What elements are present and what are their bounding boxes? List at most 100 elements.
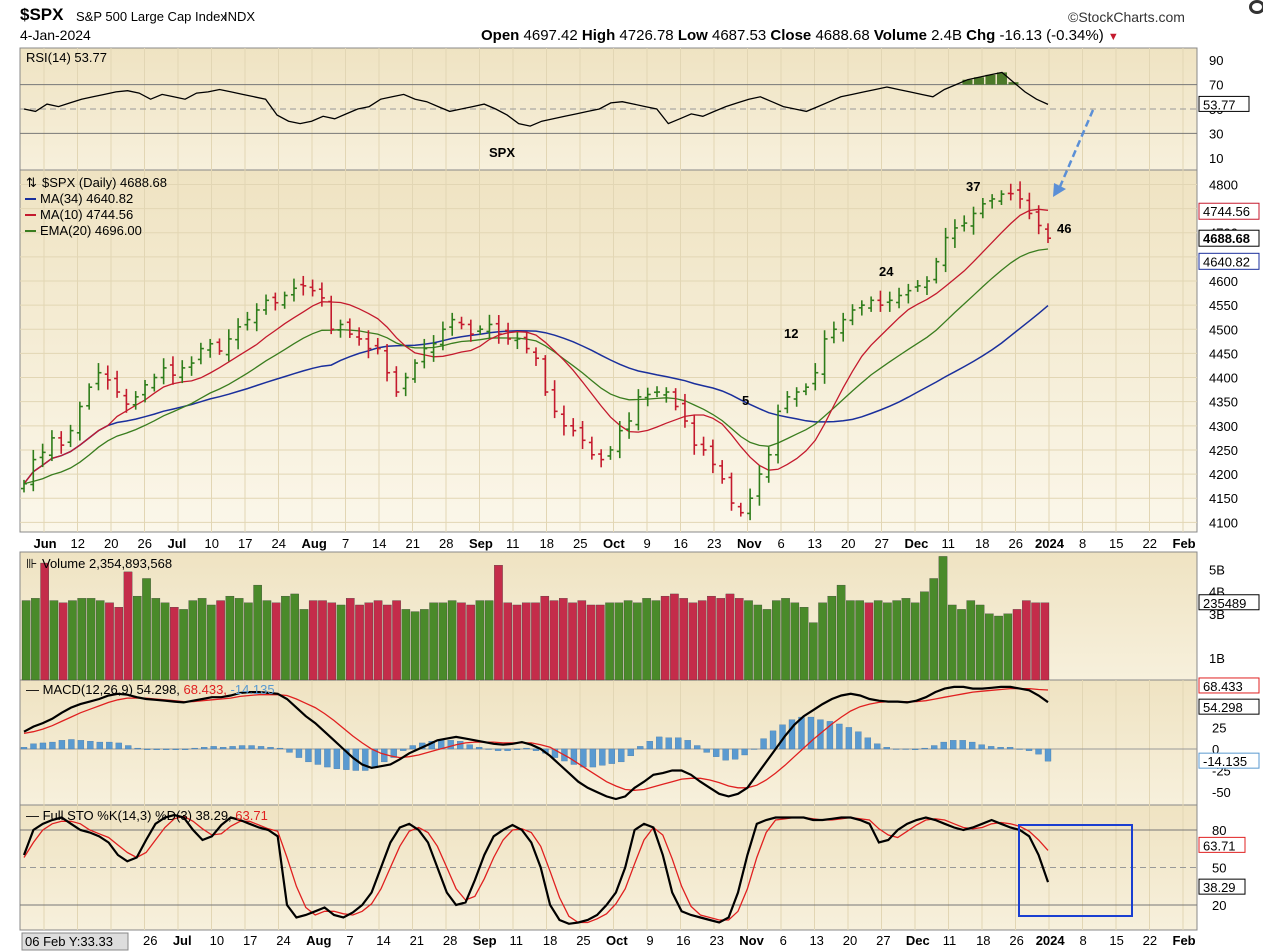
macd-hist-bar <box>750 748 758 750</box>
volume-bar <box>438 602 448 681</box>
volume-bar <box>132 595 142 681</box>
volume-bar <box>318 600 327 681</box>
macd-hist-bar <box>295 748 303 758</box>
macd-hist-bar <box>665 737 672 750</box>
volume-bar <box>216 600 225 681</box>
price-y-tick: 4550 <box>1209 298 1238 313</box>
volume-bar <box>660 595 670 681</box>
volume-bar <box>253 584 262 681</box>
rsi-y-tick: 10 <box>1209 151 1223 166</box>
volume-bar <box>1003 613 1013 681</box>
volume-bar <box>373 600 383 681</box>
macd-hist-bar <box>125 745 132 750</box>
bottom-x-tick-Dec: Dec <box>906 933 930 948</box>
volume-bar <box>873 600 883 681</box>
volume-last-box <box>1198 594 1260 611</box>
macd-hist-bar <box>30 743 37 750</box>
high-value: 4726.78 <box>619 27 674 44</box>
bottom-x-tick-11: 11 <box>510 933 524 948</box>
macd-hist-bar <box>826 721 834 750</box>
volume-bar <box>559 598 568 681</box>
macd-hist-bar <box>712 748 720 757</box>
brand-logo: ©StockCharts.com <box>1068 9 1185 25</box>
macd-line <box>23 685 1049 801</box>
macd-hist-bar <box>656 736 663 750</box>
volume-bar <box>68 600 77 681</box>
macd-hist-bar <box>144 748 151 750</box>
macd-hist-bar <box>798 716 805 750</box>
sto-side-box <box>1198 878 1246 895</box>
volume-bar <box>790 602 800 681</box>
volume-bar <box>864 602 874 681</box>
volume-bar <box>938 556 948 681</box>
volume-bar <box>392 600 401 681</box>
macd-hist-bar <box>314 748 322 765</box>
macd-hist-bar <box>456 741 464 750</box>
wave-count-46: 46 <box>1057 221 1071 236</box>
volume-bar <box>855 600 864 681</box>
volume-bar <box>975 604 985 681</box>
price-legend-icon: ⇅ <box>26 175 37 190</box>
macd-hist-bar <box>447 740 454 750</box>
macd-hist-bar <box>893 748 900 750</box>
macd-hist-bar <box>589 748 597 768</box>
macd-hist-bar <box>921 747 928 750</box>
macd-hist-bar <box>874 743 881 750</box>
price-y-tick: 4450 <box>1209 346 1238 361</box>
macd-hist-bar <box>532 748 540 751</box>
cursor-readout-box <box>21 932 129 951</box>
macd-legend: — MACD(12,26,9) 54.298, 68.433, -14.135 <box>26 682 275 697</box>
bottom-x-tick-13: 13 <box>809 933 823 948</box>
annotation-box <box>1018 824 1133 917</box>
rsi-y-tick: 30 <box>1209 126 1223 141</box>
x-tick-20: 20 <box>104 536 118 551</box>
volume-bar <box>679 598 688 681</box>
volume-bar <box>494 565 503 681</box>
x-tick-23: 23 <box>707 536 721 551</box>
volume-bar <box>1031 602 1040 681</box>
volume-bar <box>86 598 96 681</box>
x-tick-22: 22 <box>1143 536 1157 551</box>
volume-bar <box>929 578 939 681</box>
macd-hist-bar <box>912 748 919 750</box>
macd-hist-bar <box>276 747 284 750</box>
close-label: Close <box>770 27 812 44</box>
volume-bar <box>170 607 179 681</box>
annotation-arrow <box>1057 109 1095 190</box>
chg-down-arrow-icon: ▼ <box>1107 31 1119 43</box>
macd-hist-bar <box>343 748 350 770</box>
macd-hist-bar <box>817 719 824 750</box>
macd-side-label: -14.135 <box>1203 754 1247 769</box>
open-label: Open <box>481 27 520 44</box>
volume-bar <box>188 600 198 681</box>
x-tick-11: 11 <box>506 536 520 551</box>
volume-bar <box>308 600 318 681</box>
macd-hist-bar <box>883 747 890 750</box>
volume-bar <box>827 595 837 681</box>
volume-bar <box>596 604 605 681</box>
macd-hist-bar <box>627 748 634 757</box>
macd-hist-bar <box>959 740 966 750</box>
macd-hist-bar <box>741 748 748 756</box>
volume-bar <box>846 600 855 681</box>
macd-side-box <box>1198 698 1260 715</box>
macd-y-tick: 25 <box>1212 720 1226 735</box>
macd-hist-bar <box>333 748 341 769</box>
bottom-x-tick-9: 9 <box>646 933 653 948</box>
bottom-x-tick-8: 8 <box>1080 933 1087 948</box>
macd-hist-bar <box>807 716 815 750</box>
volume-bar <box>410 611 420 681</box>
sto-y-tick: 50 <box>1212 861 1226 876</box>
macd-hist-bar <box>68 739 75 750</box>
x-tick-9: 9 <box>644 536 651 551</box>
macd-hist-bar <box>997 747 1004 750</box>
volume-bar <box>142 578 151 681</box>
volume-bar <box>160 602 170 681</box>
volume-bar <box>95 600 105 681</box>
volume-bar <box>31 598 40 681</box>
price-y-tick: 4300 <box>1209 419 1238 434</box>
macd-hist-bar <box>637 746 644 750</box>
macd-hist-bar <box>646 741 653 750</box>
macd-hist-bar <box>570 748 578 765</box>
